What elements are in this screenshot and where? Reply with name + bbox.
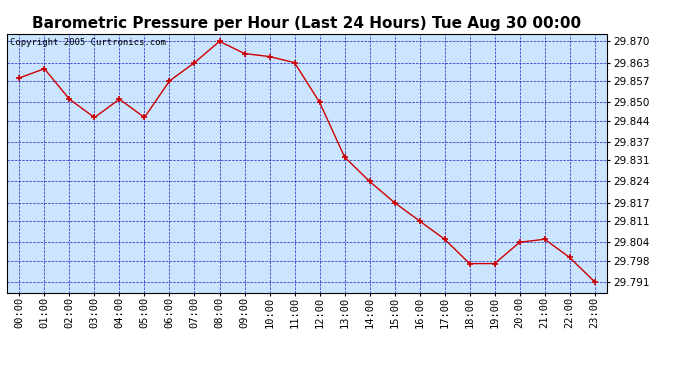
Text: Copyright 2005 Curtronics.com: Copyright 2005 Curtronics.com (10, 38, 166, 46)
Title: Barometric Pressure per Hour (Last 24 Hours) Tue Aug 30 00:00: Barometric Pressure per Hour (Last 24 Ho… (32, 16, 582, 31)
